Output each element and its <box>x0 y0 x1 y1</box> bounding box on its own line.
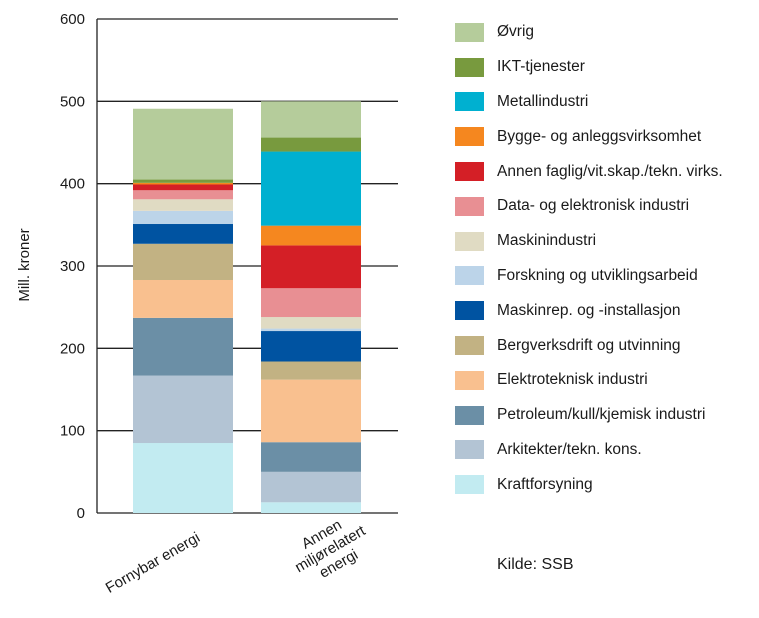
bar-segment <box>133 443 233 513</box>
bar-segment <box>261 502 361 513</box>
legend-swatch <box>455 196 484 216</box>
legend-swatch <box>455 231 484 251</box>
legend-item: Kraftforsyning <box>455 467 755 502</box>
legend-swatch <box>455 162 484 182</box>
y-tick-label: 600 <box>60 11 85 28</box>
legend-swatch <box>455 440 484 460</box>
bar-segment <box>133 108 233 180</box>
bar-segment <box>261 288 361 318</box>
legend-item: Øvrig <box>455 15 755 50</box>
legend-item: Elektroteknisk industri <box>455 363 755 398</box>
legend-label: IKT-tjenester <box>497 58 585 76</box>
legend-label: Øvrig <box>497 23 535 41</box>
bar-segment <box>261 245 361 289</box>
legend-label: Annen faglig/vit.skap./tekn. virks. <box>497 162 723 180</box>
bar-segment <box>261 137 361 152</box>
legend-item: Arkitekter/tekn. kons. <box>455 433 755 468</box>
legend-item: IKT-tjenester <box>455 50 755 85</box>
legend-label: Arkitekter/tekn. kons. <box>497 440 642 458</box>
bar-segment <box>261 328 361 332</box>
legend-item: Data- og elektronisk industri <box>455 189 755 224</box>
x-category-line: Fornybar energi <box>103 529 203 597</box>
bar-segment <box>133 279 233 318</box>
y-tick-label: 300 <box>60 258 85 275</box>
legend-item: Metallindustri <box>455 85 755 120</box>
bar-segment <box>133 190 233 200</box>
bar-segment <box>261 379 361 443</box>
legend-swatch <box>455 57 484 77</box>
legend-swatch <box>455 370 484 390</box>
legend-item: Bergverksdrift og utvinning <box>455 328 755 363</box>
chart: 0 100 200 300 400 500 600 Fornybar energi Annen… <box>16 11 398 597</box>
legend-swatch <box>455 336 484 356</box>
legend: Øvrig IKT-tjenester Metallindustri Bygge- o… <box>455 15 755 502</box>
legend-item: Maskinrep. og -installasjon <box>455 293 755 328</box>
legend-label: Maskinindustri <box>497 232 597 250</box>
bar-segment <box>261 361 361 380</box>
source-note: Kilde: SSB <box>497 556 574 573</box>
legend-swatch <box>455 405 484 425</box>
bar-segment <box>133 317 233 376</box>
bar-segment <box>133 375 233 444</box>
legend-label: Elektroteknisk industri <box>497 371 648 389</box>
bar-segment <box>261 101 361 138</box>
bar-segment <box>133 199 233 211</box>
legend-item: Annen faglig/vit.skap./tekn. virks. <box>455 154 755 189</box>
bar-segment <box>261 317 361 329</box>
y-tick-label: 100 <box>60 423 85 440</box>
bar-segment <box>261 471 361 503</box>
y-axis-ticks: 0 100 200 300 400 500 600 <box>60 11 85 522</box>
y-axis-label: Mill. kroner <box>16 228 33 301</box>
y-tick-label: 0 <box>77 505 85 522</box>
bar-segment <box>133 243 233 280</box>
bar-segment <box>133 182 233 185</box>
legend-label: Kraftforsyning <box>497 475 593 493</box>
bar-segment <box>261 442 361 472</box>
legend-label: Petroleum/kull/kjemisk industri <box>497 406 706 424</box>
legend-swatch <box>455 301 484 321</box>
legend-swatch <box>455 127 484 147</box>
bar-segment <box>133 179 233 183</box>
legend-swatch <box>455 266 484 286</box>
legend-swatch <box>455 22 484 42</box>
bars <box>133 101 361 513</box>
legend-item: Forskning og utviklingsarbeid <box>455 259 755 294</box>
legend-item: Bygge- og anleggsvirksomhet <box>455 119 755 154</box>
y-tick-label: 200 <box>60 340 85 357</box>
bar-segment <box>133 210 233 225</box>
y-tick-label: 500 <box>60 93 85 110</box>
legend-swatch <box>455 92 484 112</box>
bar-segment <box>261 225 361 246</box>
legend-label: Bergverksdrift og utvinning <box>497 336 681 354</box>
legend-label: Data- og elektronisk industri <box>497 197 690 215</box>
bar-segment <box>261 331 361 362</box>
legend-swatch <box>455 475 484 495</box>
bar-segment <box>133 224 233 244</box>
y-tick-label: 400 <box>60 176 85 193</box>
x-category-label: Fornybar energi <box>103 529 203 597</box>
bar-segment <box>133 184 233 191</box>
legend-item: Petroleum/kull/kjemisk industri <box>455 398 755 433</box>
legend-label: Metallindustri <box>497 92 589 110</box>
legend-label: Maskinrep. og -installasjon <box>497 301 681 319</box>
legend-label: Bygge- og anleggsvirksomhet <box>497 127 702 145</box>
legend-item: Maskinindustri <box>455 224 755 259</box>
legend-label: Forskning og utviklingsarbeid <box>497 266 698 284</box>
bar-segment <box>261 151 361 226</box>
